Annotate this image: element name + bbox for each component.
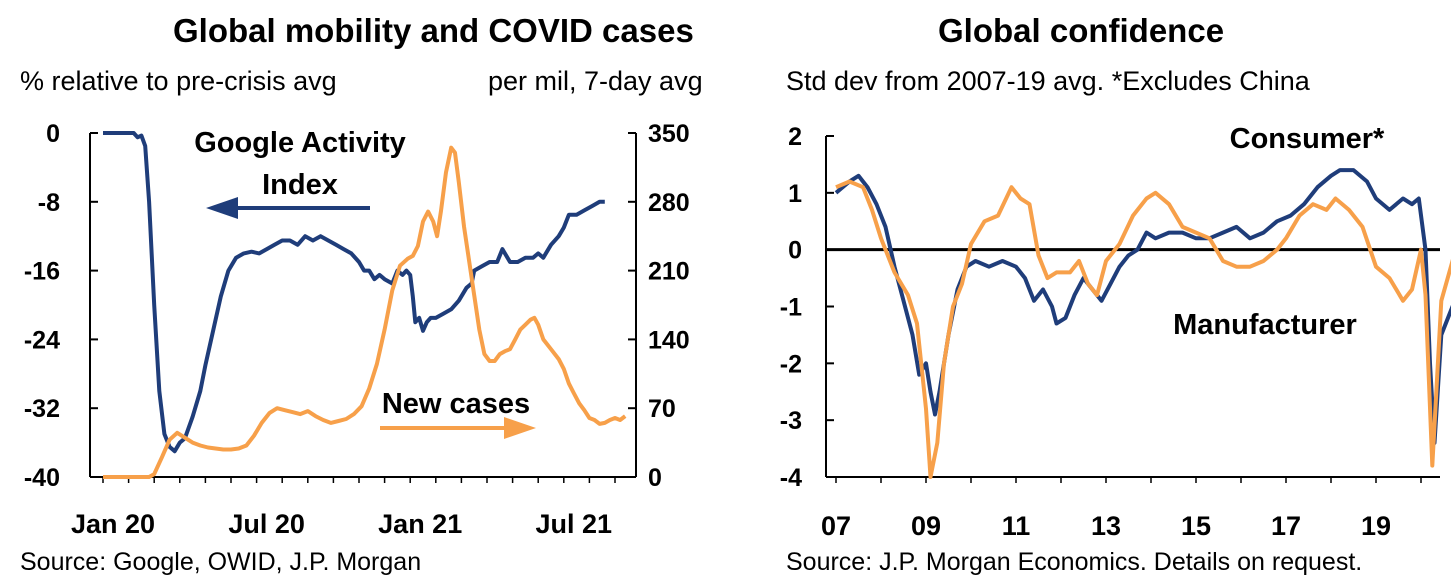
annotation-manufacturer: Manufacturer — [1173, 309, 1357, 341]
conf-y-tick-label: -1 — [780, 294, 802, 322]
left-chart: 0 -8 -16 -24 -32 -40 350 280 210 140 70 0 Jan 20 Jul … — [24, 120, 690, 539]
x-tick-label: Jul 21 — [536, 509, 613, 539]
annotation-index: Index — [262, 169, 338, 201]
conf-x-tick-label: 09 — [911, 511, 941, 541]
right-tick-label: 350 — [648, 120, 690, 148]
conf-y-tick-label: 1 — [788, 180, 802, 208]
conf-x-tick-label: 17 — [1271, 511, 1301, 541]
right-chart-title: Global confidence — [938, 12, 1225, 49]
right-tick-label: 210 — [648, 258, 690, 286]
right-tick-label: 280 — [648, 189, 690, 217]
orange-arrow-head — [504, 417, 536, 439]
left-tick-label: 0 — [46, 120, 60, 148]
conf-y-tick-label: -2 — [780, 350, 802, 378]
left-tick-label: -24 — [24, 326, 60, 354]
left-tick-label: -8 — [38, 189, 60, 217]
x-tick-label: Jan 20 — [71, 509, 155, 539]
x-tick-label: Jan 21 — [378, 509, 462, 539]
left-tick-label: -32 — [24, 395, 60, 423]
conf-y-tick-label: 0 — [788, 237, 802, 265]
right-axis-label: per mil, 7-day avg — [488, 66, 703, 96]
left-tick-label: -40 — [24, 464, 60, 492]
right-tick-label: 70 — [648, 395, 676, 423]
conf-x-tick-label: 19 — [1361, 511, 1391, 541]
blue-arrow-head — [206, 197, 238, 219]
right-tick-label: 140 — [648, 326, 690, 354]
conf-y-tick-label: -4 — [780, 464, 802, 492]
annotation-consumer: Consumer* — [1230, 123, 1385, 155]
conf-x-tick-label: 11 — [1002, 511, 1031, 541]
annotation-new-cases: New cases — [382, 388, 530, 420]
consumer-line — [835, 179, 1451, 479]
left-tick-label: -16 — [24, 258, 60, 286]
left-chart-title: Global mobility and COVID cases — [173, 12, 694, 49]
right-tick-label: 0 — [648, 464, 662, 492]
right-chart: 210-1-2-3-40709111315171921Consumer*Manu… — [780, 123, 1451, 541]
conf-y-tick-label: 2 — [788, 123, 802, 151]
conf-x-tick-label: 13 — [1091, 511, 1121, 541]
google-activity-line — [103, 131, 605, 454]
conf-x-tick-label: 15 — [1181, 511, 1211, 541]
left-chart-source: Source: Google, OWID, J.P. Morgan — [20, 548, 422, 576]
manufacturer-line — [834, 168, 1451, 445]
left-axis-label: % relative to pre-crisis avg — [20, 66, 337, 96]
new-cases-line — [103, 145, 627, 479]
annotation-google-activity: Google Activity — [194, 127, 406, 159]
x-tick-label: Jul 20 — [228, 509, 305, 539]
conf-x-tick-label: 07 — [821, 511, 851, 541]
conf-y-tick-label: -3 — [780, 407, 802, 435]
right-chart-axis-label: Std dev from 2007-19 avg. *Excludes Chin… — [786, 66, 1310, 96]
right-chart-source: Source: J.P. Morgan Economics. Details o… — [786, 548, 1363, 576]
